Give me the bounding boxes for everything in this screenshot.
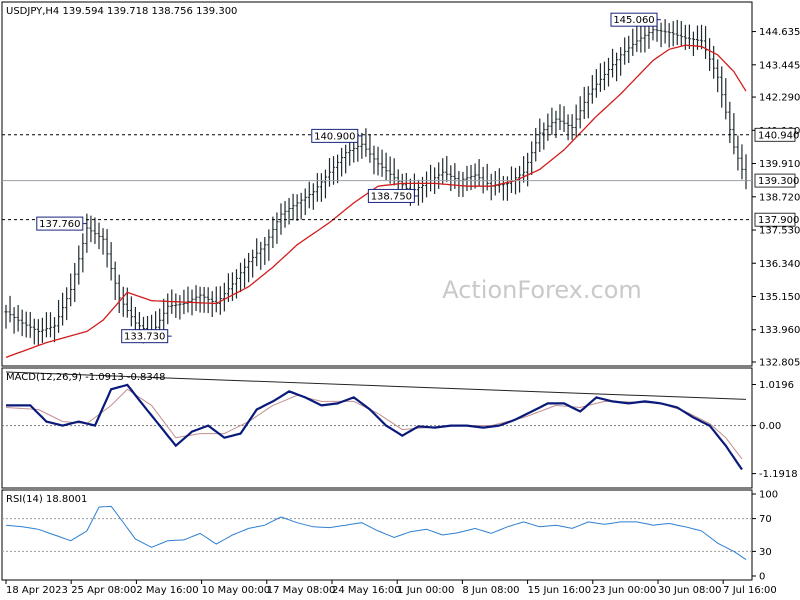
annotation-box (311, 128, 359, 143)
price-y-tick-label: 136.340 (759, 259, 800, 270)
price-chart-title: USDJPY,H4 139.594 139.718 138.756 139.30… (6, 6, 237, 17)
rsi-y-tick-label: 0 (759, 572, 765, 583)
macd-y-tick-label: -1.1918 (759, 469, 798, 480)
annotation-label: 138.750 (371, 191, 412, 202)
x-tick-label: 30 Jun 08:00 (658, 585, 722, 596)
price-y-tick-label: 138.720 (759, 192, 800, 203)
current-price-tag (754, 173, 796, 188)
x-tick-label: 23 Jun 00:00 (593, 585, 657, 596)
x-tick-label: 15 Jun 16:00 (528, 585, 592, 596)
macd-panel-frame (1, 367, 753, 489)
annotation-box (36, 216, 84, 231)
x-tick-label: 8 Jun 08:00 (462, 585, 519, 596)
moving-average-line (5, 44, 747, 359)
rsi-panel-frame (1, 489, 753, 581)
rsi-y-tick-label: 70 (759, 514, 772, 525)
annotation-box (121, 329, 169, 344)
annotation-label: 137.760 (39, 219, 80, 230)
x-tick-label: 2 May 16:00 (136, 585, 198, 596)
annotation-label: 145.060 (613, 15, 654, 26)
price-y-tick-label: 135.150 (759, 292, 800, 303)
x-tick-label: 18 Apr 2023 (6, 585, 68, 596)
rsi-line (5, 505, 747, 561)
annotation-box (367, 188, 415, 203)
rsi-y-tick-label: 30 (759, 547, 772, 558)
price-level-tag (754, 212, 796, 227)
macd-line (6, 383, 743, 471)
macd-title: MACD(12,26,9) -1.0913 -0.8348 (6, 372, 166, 383)
price-level-label: 140.940 (758, 130, 799, 141)
annotation-label: 133.730 (124, 332, 165, 343)
price-y-tick-label: 132.805 (759, 358, 800, 369)
price-y-tick-label: 137.530 (759, 226, 800, 237)
price-level-label: 137.900 (758, 215, 799, 226)
rsi-y-tick-label: 100 (759, 490, 778, 501)
price-y-tick-label: 133.960 (759, 325, 800, 336)
price-y-tick-label: 139.910 (759, 159, 800, 170)
macd-y-tick-label: 0.00 (759, 421, 781, 432)
price-y-tick-label: 144.635 (759, 27, 800, 38)
x-tick-label: 17 May 08:00 (267, 585, 336, 596)
x-tick-label: 1 Jun 00:00 (397, 585, 454, 596)
x-tick-label: 25 Apr 08:00 (71, 585, 136, 596)
price-panel-frame (1, 1, 753, 367)
price-y-tick-label: 142.290 (759, 93, 800, 104)
x-tick-label: 10 May 00:00 (202, 585, 271, 596)
annotation-label: 140.900 (314, 131, 355, 142)
rsi-title: RSI(14) 18.8001 (6, 494, 87, 505)
current-price-label: 139.300 (758, 176, 799, 187)
x-tick-label: 7 Jul 16:00 (723, 585, 777, 596)
annotation-box (610, 12, 658, 27)
macd-y-tick-label: 1.0196 (759, 380, 794, 391)
price-y-tick-label: 143.445 (759, 60, 800, 71)
x-tick-label: 24 May 16:00 (332, 585, 401, 596)
watermark: ActionForex.com (442, 276, 642, 304)
price-level-tag (754, 127, 796, 142)
macd-trendline (5, 371, 747, 400)
